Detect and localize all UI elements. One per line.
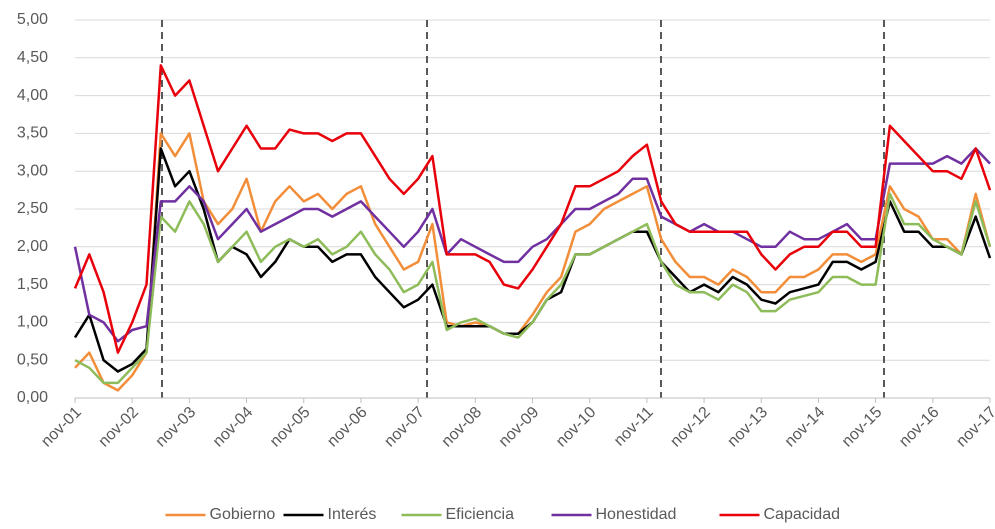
x-tick-label: nov-16	[896, 404, 943, 451]
x-tick-label: nov-07	[381, 404, 428, 451]
series-line	[74, 192, 992, 385]
y-tick-label: 1,00	[17, 314, 48, 331]
x-tick-label: nov-14	[782, 404, 829, 451]
x-tick-label: nov-04	[210, 404, 257, 451]
y-tick-label: 1,50	[17, 276, 48, 293]
x-tick-label: nov-09	[496, 404, 543, 451]
x-tick-label: nov-13	[724, 404, 771, 451]
x-tick-label: nov-11	[611, 404, 657, 450]
legend-label: Honestidad	[596, 506, 677, 523]
y-tick-label: 2,50	[17, 200, 48, 217]
grid	[75, 19, 990, 399]
x-tick-label: nov-06	[324, 404, 371, 451]
legend-label: Interés	[328, 506, 377, 523]
x-tick-label: nov-03	[153, 404, 200, 451]
series-line	[73, 147, 991, 343]
x-tick-label: nov-15	[839, 404, 886, 451]
y-tick-label: 2,00	[17, 238, 48, 255]
period-dividers	[161, 20, 885, 398]
y-tick-label: 4,00	[17, 87, 48, 104]
x-tick-label: nov-08	[439, 404, 486, 451]
x-tick-label: nov-01	[38, 404, 85, 451]
x-tick-label: nov-12	[667, 404, 714, 451]
x-tick-label: nov-02	[95, 404, 142, 451]
y-tick-label: 5,00	[17, 11, 48, 28]
legend-label: Capacidad	[764, 506, 841, 523]
y-tick-label: 0,50	[17, 351, 48, 368]
y-tick-label: 3,00	[17, 162, 48, 179]
series-line	[73, 147, 992, 373]
y-tick-label: 3,50	[17, 125, 48, 142]
legend-label: Gobierno	[210, 506, 276, 523]
series-line	[73, 64, 992, 354]
x-tick-label: nov-10	[553, 404, 600, 451]
y-tick-label: 4,50	[17, 49, 48, 66]
x-tick-label: nov-05	[267, 404, 314, 451]
y-tick-label: 0,00	[17, 389, 48, 406]
x-tick-label: nov-17	[953, 404, 995, 451]
legend-label: Eficiencia	[446, 506, 515, 523]
series-line	[74, 132, 992, 392]
